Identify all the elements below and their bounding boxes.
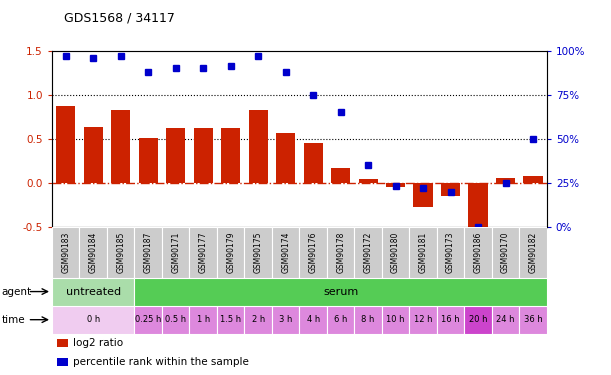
- Text: GSM90181: GSM90181: [419, 231, 428, 273]
- Bar: [194, 128, 213, 183]
- Bar: [57, 358, 68, 366]
- Text: GSM90176: GSM90176: [309, 231, 318, 273]
- Text: GSM90180: GSM90180: [391, 231, 400, 273]
- Text: 1.5 h: 1.5 h: [220, 315, 241, 324]
- Bar: [524, 176, 543, 183]
- Bar: [272, 306, 299, 334]
- Text: GSM90183: GSM90183: [61, 231, 70, 273]
- Bar: [134, 227, 162, 278]
- Text: agent: agent: [2, 286, 32, 297]
- Bar: [331, 168, 350, 183]
- Text: GSM90177: GSM90177: [199, 231, 208, 273]
- Bar: [52, 306, 134, 334]
- Bar: [189, 306, 217, 334]
- Text: serum: serum: [323, 286, 358, 297]
- Text: GSM90178: GSM90178: [336, 231, 345, 273]
- Bar: [244, 227, 272, 278]
- Bar: [464, 306, 492, 334]
- Text: GSM90179: GSM90179: [226, 231, 235, 273]
- Bar: [382, 306, 409, 334]
- Bar: [386, 183, 405, 187]
- Bar: [57, 339, 68, 347]
- Text: percentile rank within the sample: percentile rank within the sample: [73, 357, 249, 367]
- Text: 0.5 h: 0.5 h: [165, 315, 186, 324]
- Text: 4 h: 4 h: [307, 315, 320, 324]
- Text: 16 h: 16 h: [441, 315, 460, 324]
- Bar: [519, 306, 547, 334]
- Text: GSM90187: GSM90187: [144, 231, 153, 273]
- Text: 2 h: 2 h: [252, 315, 265, 324]
- Bar: [492, 227, 519, 278]
- Bar: [111, 110, 130, 183]
- Bar: [496, 178, 515, 183]
- Text: log2 ratio: log2 ratio: [73, 338, 123, 348]
- Bar: [249, 110, 268, 183]
- Text: 1 h: 1 h: [197, 315, 210, 324]
- Bar: [217, 227, 244, 278]
- Bar: [354, 227, 382, 278]
- Bar: [272, 227, 299, 278]
- Text: GSM90184: GSM90184: [89, 231, 98, 273]
- Text: GSM90172: GSM90172: [364, 231, 373, 273]
- Text: GSM90174: GSM90174: [281, 231, 290, 273]
- Bar: [107, 227, 134, 278]
- Bar: [409, 306, 437, 334]
- Bar: [304, 143, 323, 183]
- Text: GSM90171: GSM90171: [171, 231, 180, 273]
- Bar: [414, 183, 433, 207]
- Text: 36 h: 36 h: [524, 315, 543, 324]
- Text: 8 h: 8 h: [362, 315, 375, 324]
- Bar: [217, 306, 244, 334]
- Bar: [519, 227, 547, 278]
- Text: GSM90175: GSM90175: [254, 231, 263, 273]
- Bar: [79, 227, 107, 278]
- Text: GSM90173: GSM90173: [446, 231, 455, 273]
- Bar: [189, 227, 217, 278]
- Bar: [52, 227, 79, 278]
- Bar: [492, 306, 519, 334]
- Text: 12 h: 12 h: [414, 315, 433, 324]
- Bar: [354, 306, 382, 334]
- Bar: [469, 183, 488, 230]
- Text: 24 h: 24 h: [496, 315, 515, 324]
- Bar: [134, 278, 547, 306]
- Text: untreated: untreated: [65, 286, 121, 297]
- Bar: [409, 227, 437, 278]
- Bar: [327, 306, 354, 334]
- Text: GSM90185: GSM90185: [116, 231, 125, 273]
- Bar: [299, 227, 327, 278]
- Bar: [359, 179, 378, 183]
- Text: 0.25 h: 0.25 h: [135, 315, 161, 324]
- Text: 3 h: 3 h: [279, 315, 292, 324]
- Text: GSM90170: GSM90170: [501, 231, 510, 273]
- Bar: [299, 306, 327, 334]
- Text: 6 h: 6 h: [334, 315, 347, 324]
- Text: 10 h: 10 h: [386, 315, 405, 324]
- Text: time: time: [2, 315, 26, 325]
- Bar: [437, 306, 464, 334]
- Bar: [327, 227, 354, 278]
- Text: GSM90182: GSM90182: [529, 231, 538, 273]
- Bar: [276, 134, 295, 183]
- Bar: [162, 306, 189, 334]
- Bar: [52, 278, 134, 306]
- Bar: [162, 227, 189, 278]
- Bar: [437, 227, 464, 278]
- Bar: [84, 127, 103, 183]
- Bar: [244, 306, 272, 334]
- Bar: [382, 227, 409, 278]
- Bar: [221, 128, 240, 183]
- Bar: [56, 106, 75, 183]
- Bar: [166, 128, 185, 183]
- Text: GSM90186: GSM90186: [474, 231, 483, 273]
- Text: 20 h: 20 h: [469, 315, 488, 324]
- Text: 0 h: 0 h: [87, 315, 100, 324]
- Text: GDS1568 / 34117: GDS1568 / 34117: [64, 11, 175, 24]
- Bar: [134, 306, 162, 334]
- Bar: [464, 227, 492, 278]
- Bar: [441, 183, 460, 196]
- Bar: [139, 138, 158, 183]
